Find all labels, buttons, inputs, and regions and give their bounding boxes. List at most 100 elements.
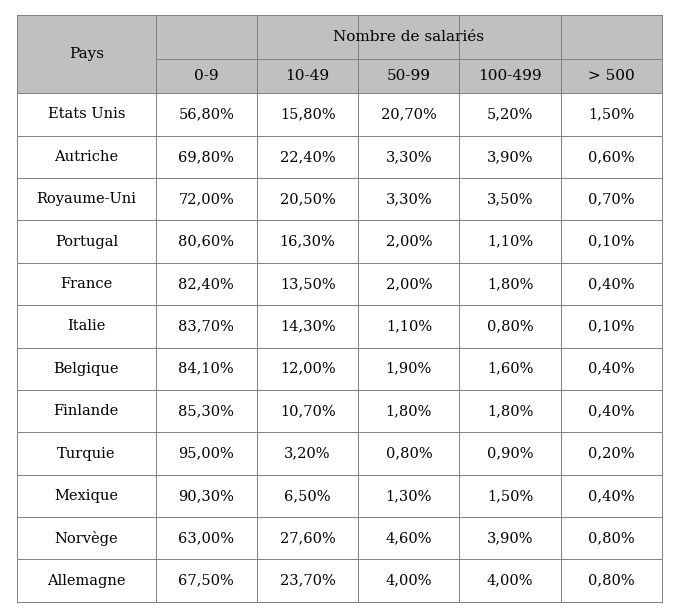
- Bar: [17, 178, 155, 221]
- Bar: [561, 263, 662, 305]
- Bar: [359, 560, 460, 602]
- Text: Royaume-Uni: Royaume-Uni: [36, 192, 136, 207]
- Text: 1,50%: 1,50%: [588, 108, 634, 122]
- Text: 1,90%: 1,90%: [386, 362, 432, 376]
- Bar: [17, 136, 155, 178]
- Bar: [460, 178, 561, 221]
- Text: 63,00%: 63,00%: [179, 532, 234, 545]
- Text: 20,70%: 20,70%: [381, 108, 437, 122]
- Bar: [460, 136, 561, 178]
- Bar: [359, 263, 460, 305]
- Bar: [561, 433, 662, 475]
- Bar: [460, 390, 561, 433]
- Bar: [17, 221, 155, 263]
- Text: 4,00%: 4,00%: [487, 574, 534, 588]
- Text: 1,80%: 1,80%: [386, 404, 432, 418]
- Bar: [561, 348, 662, 390]
- Text: 0,80%: 0,80%: [487, 320, 534, 334]
- Bar: [155, 59, 257, 93]
- Text: 82,40%: 82,40%: [179, 277, 234, 291]
- Bar: [17, 263, 155, 305]
- Text: 3,30%: 3,30%: [386, 150, 432, 164]
- Bar: [17, 348, 155, 390]
- Bar: [460, 93, 561, 136]
- Text: 0,40%: 0,40%: [588, 404, 635, 418]
- Bar: [257, 348, 359, 390]
- Bar: [17, 15, 155, 93]
- Bar: [460, 221, 561, 263]
- Text: 2,00%: 2,00%: [386, 277, 432, 291]
- Text: 4,00%: 4,00%: [386, 574, 432, 588]
- Bar: [155, 136, 257, 178]
- Text: 1,60%: 1,60%: [487, 362, 533, 376]
- Bar: [155, 348, 257, 390]
- Bar: [561, 305, 662, 348]
- Text: France: France: [60, 277, 113, 291]
- Bar: [460, 263, 561, 305]
- Bar: [155, 15, 662, 59]
- Text: 0,40%: 0,40%: [588, 277, 635, 291]
- Bar: [561, 136, 662, 178]
- Text: 6,50%: 6,50%: [285, 489, 331, 503]
- Text: 0,90%: 0,90%: [487, 447, 534, 461]
- Text: 3,90%: 3,90%: [487, 532, 534, 545]
- Text: 1,50%: 1,50%: [487, 489, 533, 503]
- Bar: [359, 221, 460, 263]
- Text: 0,70%: 0,70%: [588, 192, 635, 207]
- Bar: [155, 390, 257, 433]
- Text: 67,50%: 67,50%: [179, 574, 234, 588]
- Bar: [155, 178, 257, 221]
- Text: 13,50%: 13,50%: [280, 277, 335, 291]
- Text: 0,20%: 0,20%: [588, 447, 635, 461]
- Bar: [155, 560, 257, 602]
- Text: 56,80%: 56,80%: [179, 108, 234, 122]
- Bar: [257, 221, 359, 263]
- Bar: [155, 263, 257, 305]
- Text: 10,70%: 10,70%: [280, 404, 335, 418]
- Text: 90,30%: 90,30%: [179, 489, 234, 503]
- Bar: [561, 390, 662, 433]
- Bar: [257, 59, 359, 93]
- Text: 3,50%: 3,50%: [487, 192, 534, 207]
- Bar: [155, 221, 257, 263]
- Bar: [460, 305, 561, 348]
- Bar: [257, 178, 359, 221]
- Bar: [561, 560, 662, 602]
- Bar: [17, 433, 155, 475]
- Text: Pays: Pays: [69, 47, 104, 61]
- Text: 0,80%: 0,80%: [588, 532, 635, 545]
- Text: Finlande: Finlande: [54, 404, 119, 418]
- Bar: [359, 136, 460, 178]
- Bar: [155, 305, 257, 348]
- Bar: [257, 560, 359, 602]
- Text: 20,50%: 20,50%: [280, 192, 335, 207]
- Bar: [359, 178, 460, 221]
- Text: Portugal: Portugal: [55, 235, 118, 249]
- Text: 0,40%: 0,40%: [588, 489, 635, 503]
- Text: 72,00%: 72,00%: [179, 192, 234, 207]
- Text: 69,80%: 69,80%: [179, 150, 234, 164]
- Bar: [359, 517, 460, 560]
- Bar: [17, 517, 155, 560]
- Text: Turquie: Turquie: [57, 447, 115, 461]
- Text: 0,10%: 0,10%: [588, 320, 635, 334]
- Text: Allemagne: Allemagne: [47, 574, 126, 588]
- Text: 0,10%: 0,10%: [588, 235, 635, 249]
- Bar: [257, 136, 359, 178]
- Bar: [359, 59, 460, 93]
- Text: 15,80%: 15,80%: [280, 108, 335, 122]
- Text: 80,60%: 80,60%: [179, 235, 234, 249]
- Bar: [561, 475, 662, 517]
- Text: 2,00%: 2,00%: [386, 235, 432, 249]
- Text: 0,60%: 0,60%: [588, 150, 635, 164]
- Bar: [561, 178, 662, 221]
- Text: 1,80%: 1,80%: [487, 404, 533, 418]
- Bar: [460, 348, 561, 390]
- Bar: [359, 305, 460, 348]
- Bar: [257, 390, 359, 433]
- Text: 100-499: 100-499: [478, 69, 542, 83]
- Text: 14,30%: 14,30%: [280, 320, 335, 334]
- Text: Belgique: Belgique: [54, 362, 119, 376]
- Bar: [460, 59, 561, 93]
- Text: 1,30%: 1,30%: [386, 489, 432, 503]
